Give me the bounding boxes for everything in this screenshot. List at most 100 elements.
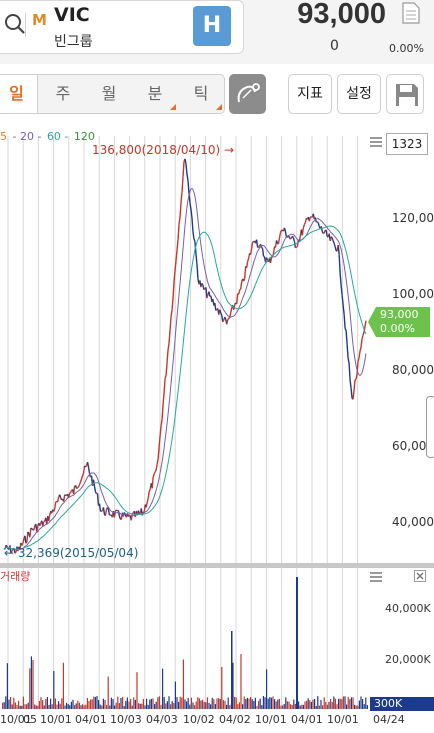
price-line-segment (160, 418, 163, 426)
volume-bar (118, 703, 120, 709)
volume-bar (114, 705, 116, 709)
price-line-segment (215, 308, 218, 311)
volume-bar (189, 704, 191, 709)
volume-bar (126, 697, 128, 709)
settings-button[interactable]: 설정 (337, 74, 381, 114)
volume-bar (293, 699, 295, 709)
indicator-button[interactable]: 지표 (288, 74, 332, 114)
volume-bar (69, 705, 71, 709)
ma60-line (3, 225, 367, 550)
volume-tick-label: 20,000K (385, 653, 431, 666)
stock-search-box[interactable]: M VIC 빈그룹 H (0, 0, 244, 54)
volume-bar (192, 702, 194, 709)
save-button[interactable] (386, 74, 424, 114)
tab-tick[interactable]: 틱 (178, 75, 224, 113)
price-line-segment (152, 473, 155, 478)
volume-bar (286, 701, 288, 709)
volume-bar (54, 698, 56, 709)
volume-bar (90, 699, 92, 709)
tab-daily[interactable]: 일 (0, 75, 38, 113)
volume-bar (219, 698, 221, 709)
search-icon[interactable] (5, 13, 27, 35)
volume-bar (141, 703, 143, 709)
volume-bar (278, 698, 280, 709)
price-line-segment (113, 510, 117, 518)
price-line-segment (342, 305, 345, 315)
volume-bar (194, 705, 196, 709)
price-line-segment (179, 201, 182, 218)
price-chart[interactable]: 5 - 20 - 60 - 120 1323 136,800(2018/04/1… (0, 126, 434, 733)
volume-bar (72, 699, 74, 709)
memo-icon[interactable] (402, 2, 420, 24)
tab-weekly[interactable]: 주 (40, 75, 86, 113)
price-line-segment (257, 245, 261, 248)
price-line-segment (352, 389, 355, 400)
volume-bar (58, 701, 60, 709)
price-line-segment (77, 484, 81, 488)
volume-bar (243, 696, 245, 709)
drawing-tool-button[interactable] (229, 74, 266, 114)
price-line-segment (117, 510, 121, 516)
tab-monthly-label: 월 (101, 84, 117, 103)
price-line-segment (191, 217, 194, 232)
price-line-segment (208, 291, 211, 297)
tab-minute-label: 분 (147, 84, 163, 103)
price-line-segment (165, 361, 168, 376)
chart-canvas[interactable] (0, 126, 434, 733)
legend-ma60: 60 - (46, 130, 69, 143)
chart-menu-icon[interactable] (370, 136, 382, 148)
price-line-segment (81, 472, 85, 477)
price-line-segment (168, 329, 171, 343)
price-line-segment (48, 515, 51, 522)
volume-bar (179, 696, 181, 709)
x-tick-label: 10/01 (0, 713, 32, 726)
price-line-segment (214, 302, 217, 311)
price-tag-value: 93,000 (380, 308, 419, 321)
hoga-button[interactable]: H (193, 6, 231, 46)
panel-separator (0, 563, 434, 568)
price-line-segment (25, 541, 28, 544)
data-count-box[interactable]: 1323 (386, 133, 428, 155)
price-line-segment (283, 227, 287, 232)
price-line-segment (107, 508, 111, 515)
tab-minute[interactable]: 분 (132, 75, 178, 113)
volume-bar (133, 697, 135, 709)
volume-bar (274, 699, 276, 709)
volume-bar (267, 698, 269, 709)
volume-bar (40, 697, 42, 709)
volume-bar (312, 699, 314, 709)
tab-monthly[interactable]: 월 (86, 75, 132, 113)
volume-bar (216, 698, 218, 709)
drawing-tool-icon (237, 83, 260, 103)
volume-bar (355, 705, 357, 709)
volume-bar (277, 699, 279, 709)
volume-bar (101, 705, 103, 709)
volume-bar (10, 697, 12, 709)
volume-menu-icon[interactable] (370, 571, 382, 583)
volume-bar (310, 701, 312, 709)
volume-bar (299, 705, 301, 709)
volume-bar (176, 697, 178, 709)
price-line-segment (118, 515, 122, 520)
volume-bar (200, 700, 202, 709)
volume-bar (29, 668, 31, 709)
price-line-segment (243, 278, 246, 282)
price-line-segment (349, 379, 352, 389)
volume-bar (282, 705, 284, 709)
volume-bar (70, 701, 72, 709)
price-line-segment (338, 254, 341, 274)
close-icon[interactable] (414, 570, 426, 582)
price-line-segment (21, 542, 24, 546)
volume-bar (94, 696, 96, 709)
price-line-segment (162, 391, 165, 404)
price-line-segment (77, 486, 80, 489)
price-line-segment (364, 320, 367, 327)
scroll-handle[interactable] (426, 396, 434, 458)
x-tick-label: 04/02 (219, 713, 251, 726)
volume-bar (165, 703, 167, 709)
ticker-symbol: VIC (54, 4, 90, 26)
price-line-segment (94, 491, 98, 495)
price-line-segment (185, 163, 188, 175)
price-line-segment (84, 465, 88, 468)
volume-bar (344, 696, 346, 709)
